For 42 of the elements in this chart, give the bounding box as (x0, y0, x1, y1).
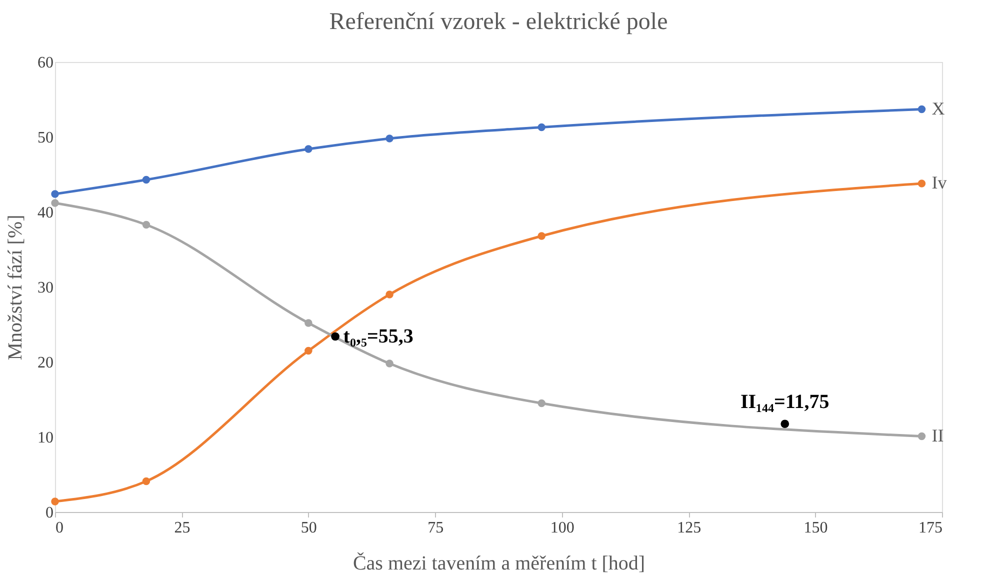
y-tick-label: 0 (46, 504, 54, 522)
y-tick-label: 20 (38, 354, 54, 372)
point (538, 399, 546, 408)
series-label: Iv (932, 172, 947, 192)
x-tick-label: 100 (550, 520, 574, 536)
point (918, 105, 926, 114)
y-tick-label: 50 (38, 130, 54, 146)
point (918, 180, 926, 188)
y-tick-label: 60 (38, 54, 54, 72)
point (331, 332, 340, 341)
annotation: t₀,₅=55,3 (343, 326, 414, 348)
point (386, 360, 394, 368)
x-axis-title: Čas mezi tavením a měřením t [hod] (352, 552, 646, 574)
y-tick-label: 30 (38, 280, 54, 296)
y-axis-title: Množství fází [%] (4, 214, 26, 360)
series-label: II (932, 425, 944, 446)
point (538, 232, 546, 240)
point (304, 346, 312, 355)
x-tick-label: 125 (677, 520, 702, 536)
point (142, 176, 150, 184)
x-tick-label: 150 (804, 520, 828, 536)
point (51, 190, 59, 198)
series-label: X (932, 98, 945, 118)
point (142, 220, 150, 229)
point (142, 477, 150, 486)
point (386, 290, 394, 298)
x-tick-label: 25 (174, 520, 190, 536)
point (780, 420, 790, 428)
y-tick-label: 10 (38, 430, 54, 446)
point (51, 498, 59, 506)
x-tick-label: 175 (918, 520, 942, 536)
point (538, 123, 546, 132)
y-tick-label: 40 (38, 204, 54, 222)
x-tick-label: 75 (428, 520, 444, 536)
chart-title: Referenční vzorek - elektrické pole (329, 9, 668, 35)
point (304, 319, 312, 327)
point (386, 134, 394, 142)
x-tick-label: 50 (300, 520, 317, 536)
annotation: II₁₄₄=11,75 (740, 390, 830, 413)
point (51, 199, 59, 207)
point (918, 432, 926, 440)
point (304, 145, 312, 153)
